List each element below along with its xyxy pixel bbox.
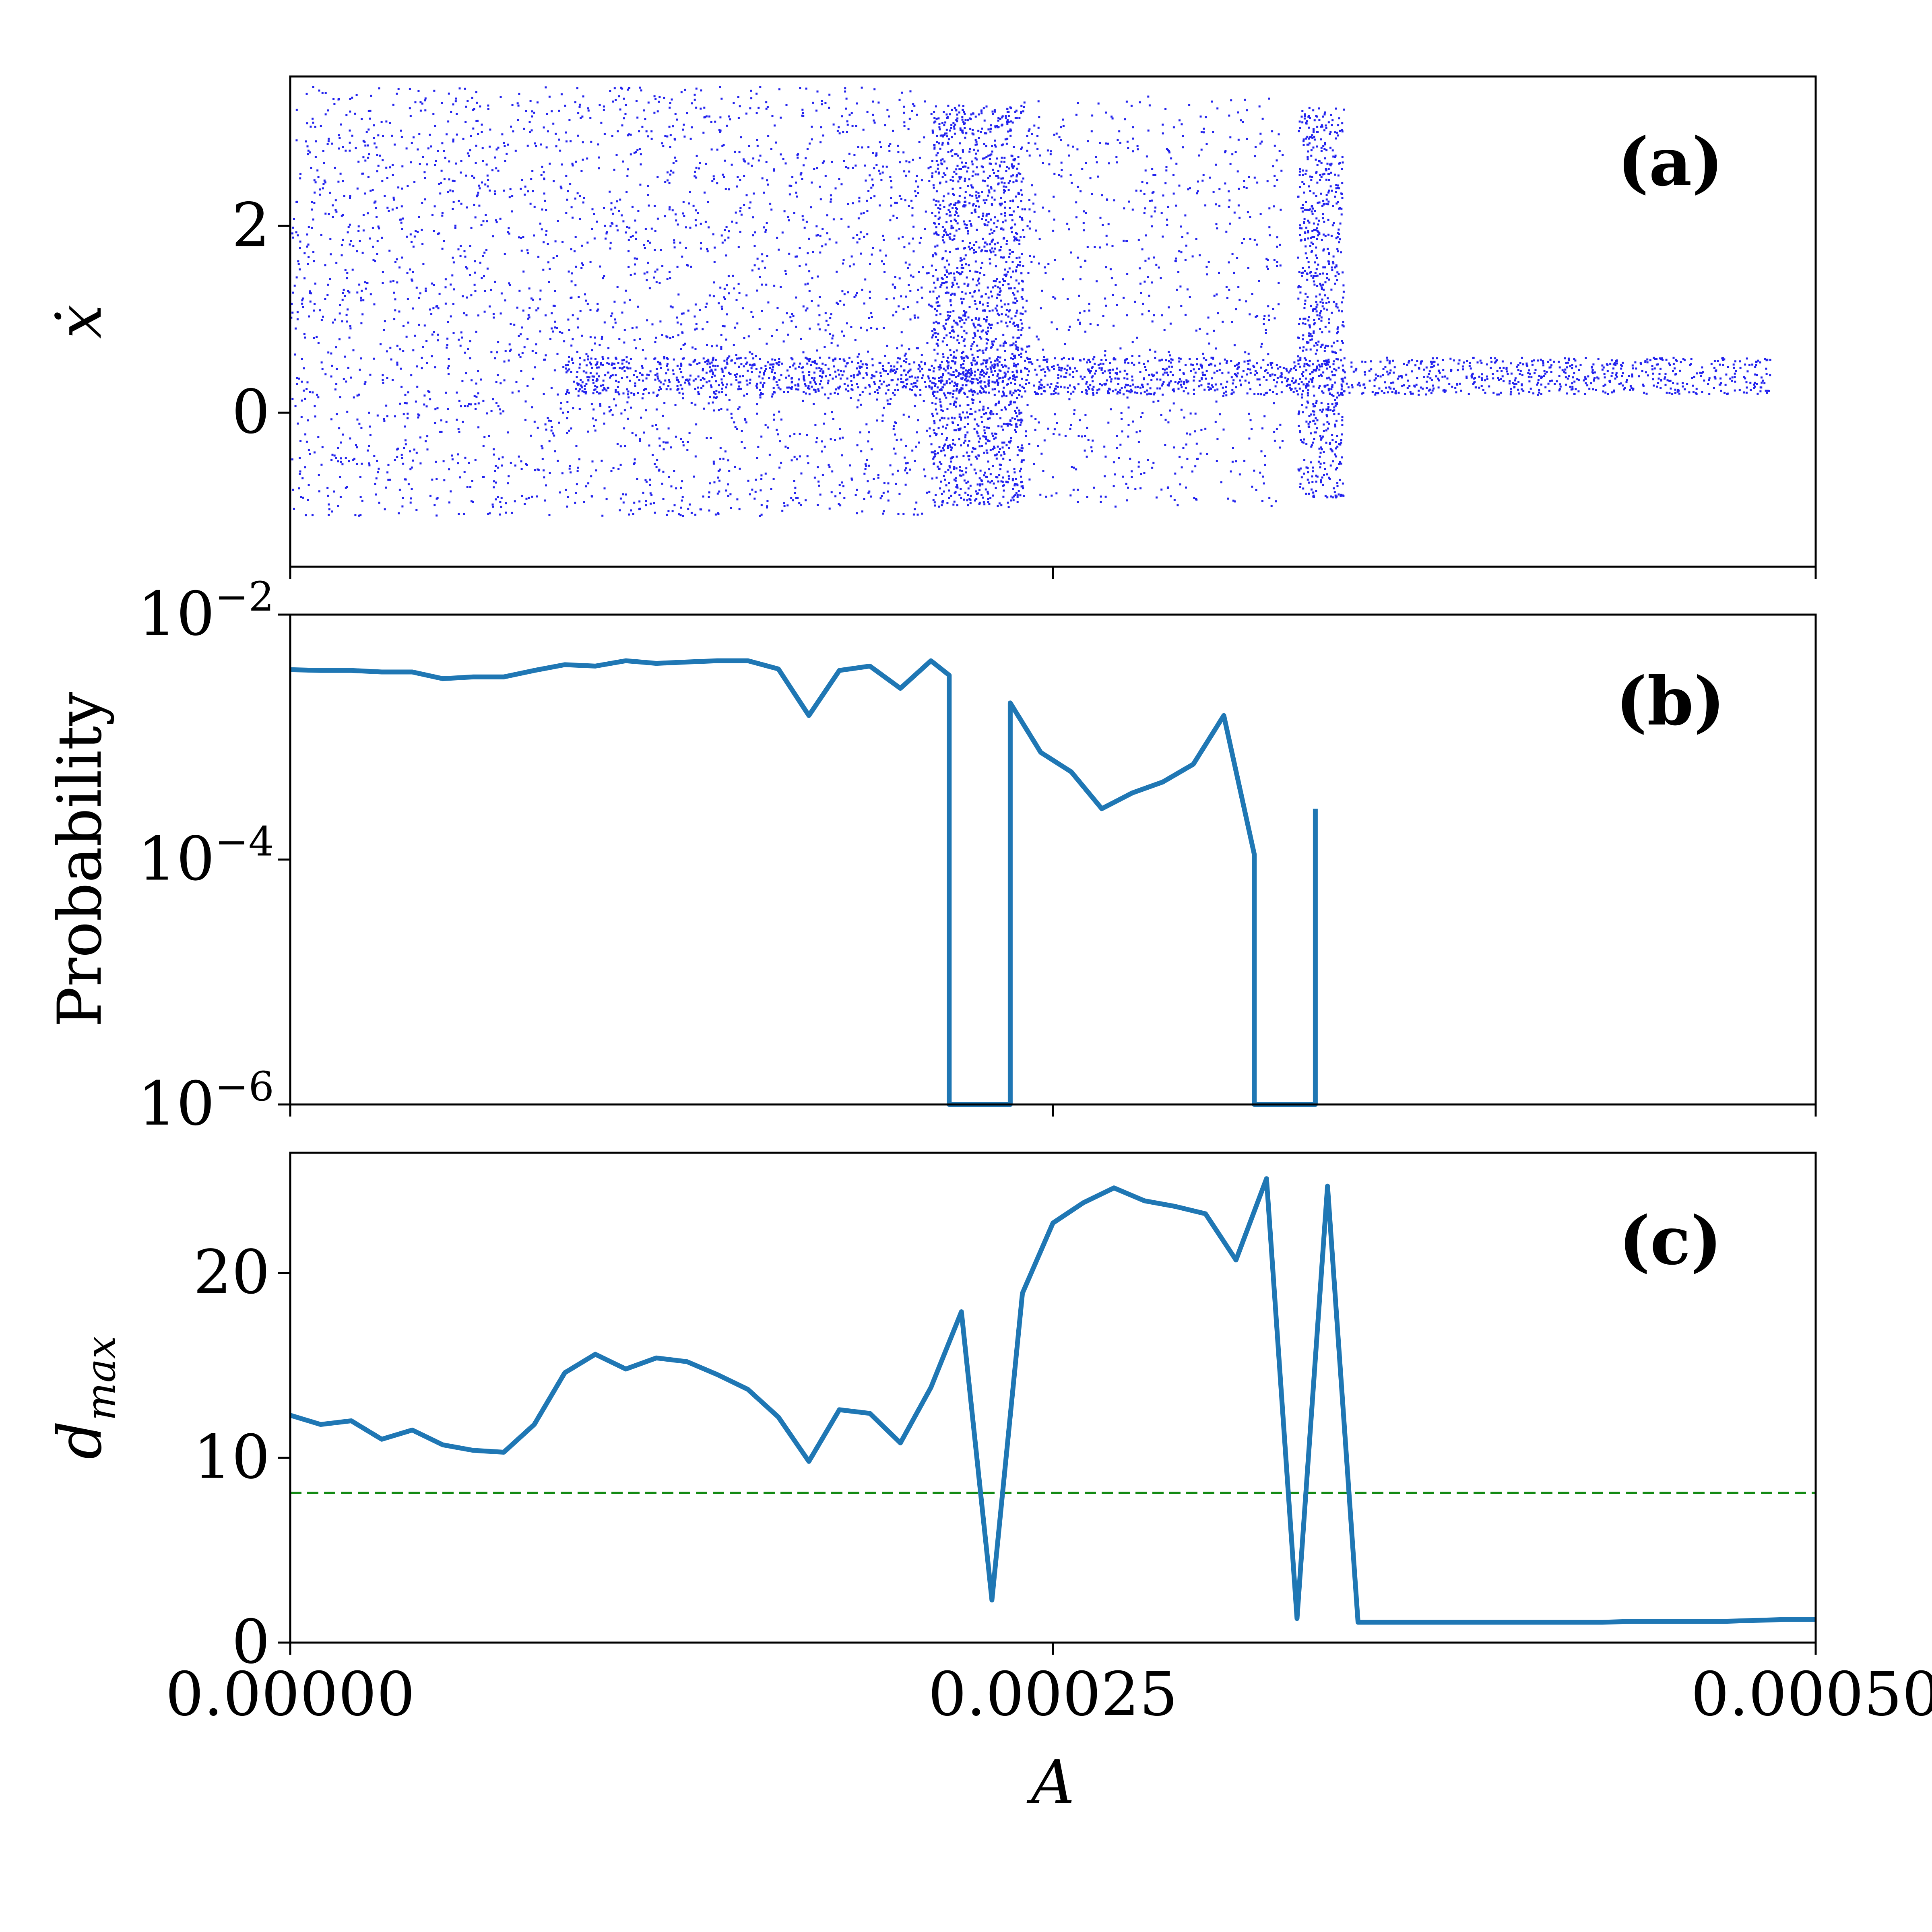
scatter-point — [290, 86, 1771, 517]
x-tick-label: 0.00000 — [165, 1660, 415, 1730]
y-tick-label: 0 — [232, 1607, 270, 1677]
dmax-line — [289, 1176, 1816, 1625]
panel-c-label: (c) — [1619, 1201, 1722, 1280]
scatter-points-layer — [290, 86, 1771, 517]
y-tick-label: 20 — [193, 1238, 270, 1308]
y-tick-label: 2 — [232, 190, 270, 260]
y-tick-label: 10−4 — [138, 818, 274, 894]
panel-a-axes-frame — [289, 75, 1817, 568]
panel-c-ylabel-sub: max — [77, 1336, 124, 1421]
panel-c-dmax: 0.00000 0.00025 0.00050 0 10 20 dmax A (c) — [45, 1152, 1932, 1818]
y-tick-label: 10−6 — [138, 1063, 274, 1139]
panel-a-ylabel: ẋ — [45, 305, 115, 339]
panel-c-ticks: 0.00000 0.00025 0.00050 0 10 20 — [165, 1238, 1932, 1730]
x-tick-label: 0.00050 — [1691, 1660, 1932, 1730]
y-tick-label: 0 — [232, 377, 270, 447]
x-tick-label: 0.00025 — [928, 1660, 1178, 1730]
panel-b-series — [290, 658, 1318, 1107]
panel-a-label: (a) — [1617, 123, 1723, 201]
panel-b-label: (b) — [1616, 662, 1725, 740]
panel-b-probability: 10−6 10−4 10−2 Probability (b) — [45, 573, 1817, 1139]
y-tick-label: 10 — [193, 1422, 270, 1492]
panel-c-xlabel: A — [1026, 1748, 1075, 1818]
panel-c-ylabel: dmax — [45, 1336, 124, 1459]
panel-a-ticks: 02 — [232, 190, 1817, 579]
panel-c-ylabel-main: d — [45, 1421, 115, 1459]
y-tick-label: 10−2 — [138, 573, 274, 649]
panel-c-series — [289, 1176, 1816, 1625]
panel-b-axes-frame — [289, 613, 1817, 1106]
panel-a-bifurcation: 02 ẋ (a) — [45, 75, 1817, 579]
panel-b-ticks: 10−6 10−4 10−2 — [138, 573, 1817, 1139]
panel-b-ylabel: Probability — [45, 692, 115, 1028]
probability-line — [290, 658, 1318, 1107]
